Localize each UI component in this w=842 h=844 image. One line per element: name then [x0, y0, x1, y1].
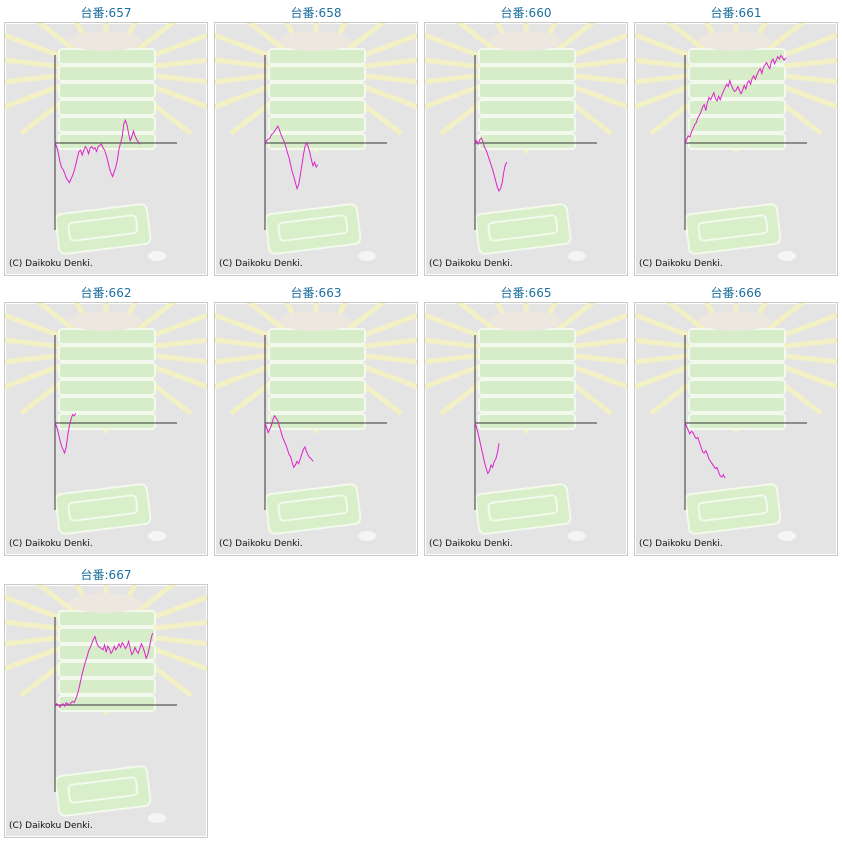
copyright-text: (C) Daikoku Denki.: [219, 539, 303, 549]
background-illustration: [215, 303, 417, 554]
chart-title[interactable]: 台番:661: [710, 6, 762, 20]
chart-frame: (C) Daikoku Denki.: [214, 302, 418, 556]
copyright-text: (C) Daikoku Denki.: [639, 259, 723, 269]
series-line: [54, 118, 141, 184]
chart-title[interactable]: 台番:657: [80, 6, 132, 20]
series-line: [54, 632, 154, 709]
chart-panel-657: 台番:657 (C) Daikoku Denki.: [4, 2, 208, 276]
copyright-text: (C) Daikoku Denki.: [639, 539, 723, 549]
chart-frame: (C) Daikoku Denki.: [214, 22, 418, 276]
series-line: [684, 54, 787, 144]
line-chart: (C) Daikoku Denki.: [635, 303, 837, 554]
line-chart: (C) Daikoku Denki.: [425, 23, 627, 274]
background-illustration: [5, 23, 207, 274]
background-illustration: [425, 23, 627, 274]
background-illustration: [5, 303, 207, 554]
line-chart: (C) Daikoku Denki.: [425, 303, 627, 554]
line-chart: (C) Daikoku Denki.: [5, 585, 207, 836]
line-chart: (C) Daikoku Denki.: [5, 303, 207, 554]
copyright-text: (C) Daikoku Denki.: [429, 259, 513, 269]
background-illustration: [635, 303, 837, 554]
background-illustration: [5, 585, 207, 836]
chart-frame: (C) Daikoku Denki.: [4, 584, 208, 838]
chart-title[interactable]: 台番:662: [80, 286, 132, 300]
background-illustration: [215, 23, 417, 274]
chart-panel-661: 台番:661 (C) Daikoku Denki.: [634, 2, 838, 276]
series-line: [264, 125, 319, 191]
chart-frame: (C) Daikoku Denki.: [634, 302, 838, 556]
chart-panel-662: 台番:662 (C) Daikoku Denki.: [4, 282, 208, 556]
chart-title[interactable]: 台番:666: [710, 286, 762, 300]
chart-frame: (C) Daikoku Denki.: [634, 22, 838, 276]
series-line: [474, 422, 500, 475]
copyright-text: (C) Daikoku Denki.: [219, 259, 303, 269]
chart-panel-658: 台番:658 (C) Daikoku Denki.: [214, 2, 418, 276]
copyright-text: (C) Daikoku Denki.: [429, 539, 513, 549]
copyright-text: (C) Daikoku Denki.: [9, 259, 93, 269]
background-illustration: [425, 303, 627, 554]
chart-frame: (C) Daikoku Denki.: [424, 22, 628, 276]
series-line: [264, 414, 314, 469]
line-chart: (C) Daikoku Denki.: [635, 23, 837, 274]
chart-title[interactable]: 台番:658: [290, 6, 342, 20]
line-chart: (C) Daikoku Denki.: [215, 303, 417, 554]
line-chart: (C) Daikoku Denki.: [215, 23, 417, 274]
copyright-text: (C) Daikoku Denki.: [9, 821, 93, 831]
chart-panel-663: 台番:663 (C) Daikoku Denki.: [214, 282, 418, 556]
copyright-text: (C) Daikoku Denki.: [9, 539, 93, 549]
chart-panel-666: 台番:666 (C) Daikoku Denki.: [634, 282, 838, 556]
chart-title[interactable]: 台番:665: [500, 286, 552, 300]
chart-panel-660: 台番:660 (C) Daikoku Denki.: [424, 2, 628, 276]
background-illustration: [635, 23, 837, 274]
series-line: [54, 413, 77, 455]
line-chart: (C) Daikoku Denki.: [5, 23, 207, 274]
chart-frame: (C) Daikoku Denki.: [4, 302, 208, 556]
chart-panel-667: 台番:667 (C) Daikoku Denki.: [4, 564, 208, 838]
chart-title[interactable]: 台番:667: [80, 568, 132, 582]
chart-panel-665: 台番:665 (C) Daikoku Denki.: [424, 282, 628, 556]
chart-title[interactable]: 台番:663: [290, 286, 342, 300]
chart-frame: (C) Daikoku Denki.: [4, 22, 208, 276]
series-line: [474, 137, 508, 193]
series-line: [684, 422, 726, 479]
chart-frame: (C) Daikoku Denki.: [424, 302, 628, 556]
chart-title[interactable]: 台番:660: [500, 6, 552, 20]
